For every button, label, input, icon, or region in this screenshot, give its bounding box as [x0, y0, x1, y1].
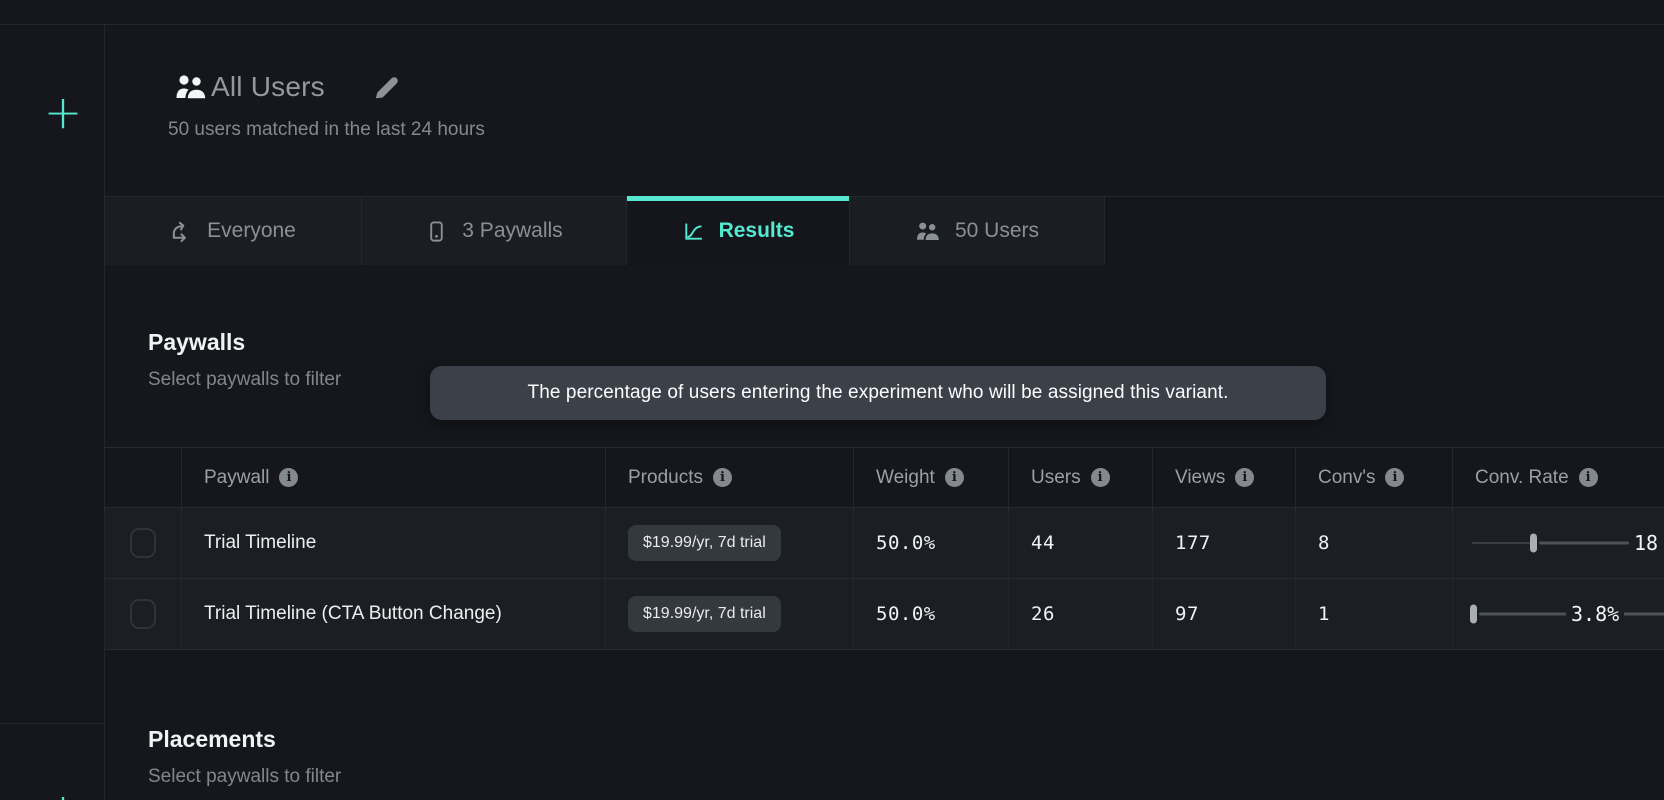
phone-icon [425, 220, 448, 243]
matched-users-subtitle: 50 users matched in the last 24 hours [168, 119, 485, 140]
row-checkbox[interactable] [130, 528, 156, 558]
sidebar-divider [0, 723, 104, 724]
conv-rate-value: 18 [1634, 531, 1659, 555]
info-icon[interactable]: i [1578, 468, 1598, 487]
tab-paywalls[interactable]: 3 Paywalls [362, 197, 627, 265]
tab-results-label: Results [718, 219, 795, 242]
add-audience-button[interactable]: + [43, 85, 83, 139]
people-icon [915, 220, 941, 242]
slider-track-right [1539, 541, 1629, 545]
sidebar: + + [0, 25, 105, 800]
add-item-button[interactable]: + [42, 787, 84, 800]
paywalls-section-subtitle: Select paywalls to filter [148, 369, 342, 390]
tab-everyone[interactable]: Everyone [105, 197, 362, 265]
chart-curve-icon [682, 220, 705, 243]
info-icon[interactable]: i [279, 468, 299, 487]
views-cell: 97 [1153, 578, 1296, 649]
product-badge[interactable]: $19.99/yr, 7d trial [628, 596, 781, 632]
slider-handle[interactable] [1530, 533, 1537, 553]
row-checkbox[interactable] [130, 599, 156, 629]
tab-bar: Everyone 3 Paywalls Results [105, 196, 1664, 265]
tab-paywalls-label: 3 Paywalls [462, 219, 563, 242]
table-row-checkbox-cell [105, 507, 182, 578]
info-icon[interactable]: i [712, 468, 732, 487]
info-icon[interactable]: i [1090, 468, 1110, 487]
weight-cell: 50.0% [854, 578, 1009, 649]
people-icon [174, 72, 208, 101]
column-header-users: Users i [1009, 448, 1153, 507]
column-header-conv-rate: Conv. Rate i [1453, 448, 1664, 507]
slider-handle[interactable] [1470, 604, 1477, 624]
paywalls-table: Paywall i Products i Weight i Users i Vi… [105, 447, 1664, 650]
convs-cell: 1 [1296, 578, 1453, 649]
info-icon[interactable]: i [1235, 468, 1255, 487]
column-header-weight: Weight i [854, 448, 1009, 507]
product-badge[interactable]: $19.99/yr, 7d trial [628, 525, 781, 561]
views-cell: 177 [1153, 507, 1296, 578]
tab-results[interactable]: Results [627, 196, 850, 265]
column-header-convs: Conv's i [1296, 448, 1453, 507]
edit-pencil-icon[interactable] [372, 72, 402, 102]
column-header-views: Views i [1153, 448, 1296, 507]
products-cell: $19.99/yr, 7d trial [606, 578, 854, 649]
page-title: All Users [211, 71, 325, 102]
conv-rate-value: 3.8% [1566, 600, 1625, 628]
column-header-paywall: Paywall i [182, 448, 606, 507]
info-icon[interactable]: i [944, 468, 964, 487]
placements-section-title: Placements [148, 726, 276, 752]
split-arrows-icon [170, 220, 193, 243]
column-header-select [105, 448, 182, 507]
conv-rate-cell[interactable]: 18 [1453, 507, 1664, 578]
table-row-checkbox-cell [105, 578, 182, 649]
products-cell: $19.99/yr, 7d trial [606, 507, 854, 578]
column-header-products: Products i [606, 448, 854, 507]
tab-users-label: 50 Users [954, 219, 1040, 242]
paywall-name-cell: Trial Timeline [182, 507, 606, 578]
top-bar [0, 0, 1664, 25]
paywall-name-cell: Trial Timeline (CTA Button Change) [182, 578, 606, 649]
slider-track-left [1472, 542, 1533, 544]
paywalls-section-title: Paywalls [148, 329, 246, 355]
weight-tooltip: The percentage of users entering the exp… [430, 366, 1326, 420]
conv-rate-cell[interactable]: 3.8% [1453, 578, 1664, 649]
tab-everyone-label: Everyone [207, 219, 296, 242]
placements-section-subtitle: Select paywalls to filter [148, 766, 342, 787]
users-cell: 44 [1009, 507, 1153, 578]
weight-cell: 50.0% [854, 507, 1009, 578]
info-icon[interactable]: i [1385, 468, 1405, 487]
convs-cell: 8 [1296, 507, 1453, 578]
tab-users[interactable]: 50 Users [850, 197, 1105, 265]
users-cell: 26 [1009, 578, 1153, 649]
